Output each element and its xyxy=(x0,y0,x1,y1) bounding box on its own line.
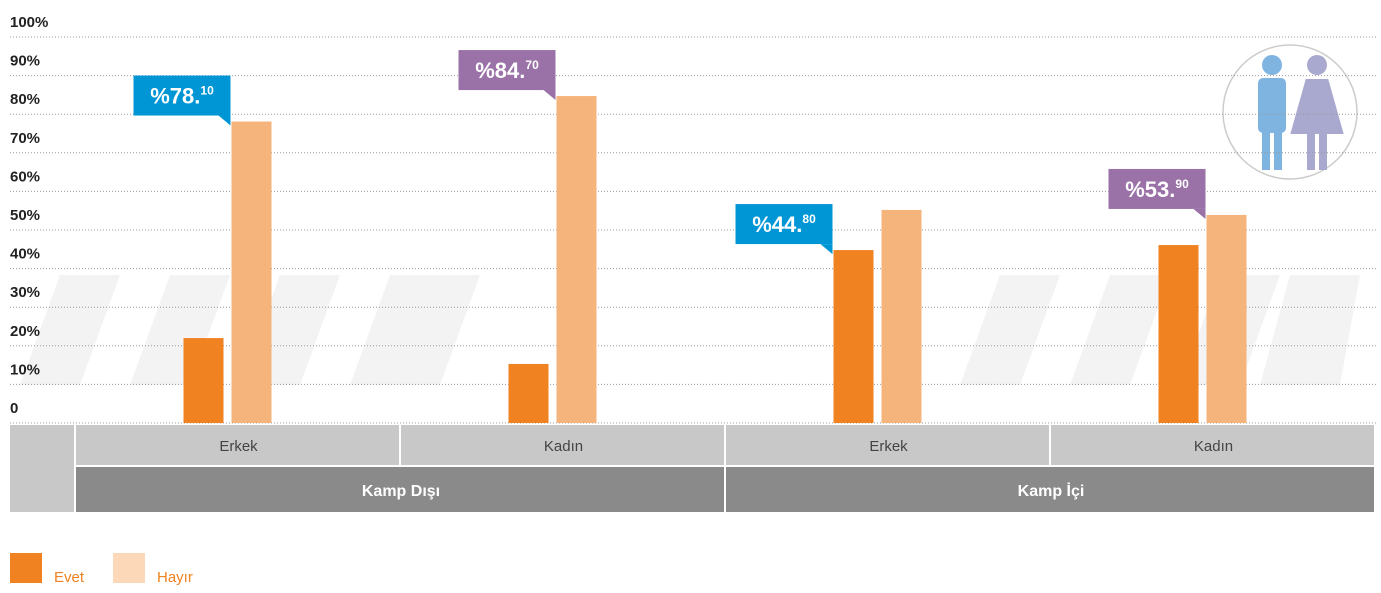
group-label: Kamp İçi xyxy=(1018,482,1085,500)
group-label: Kamp Dışı xyxy=(362,483,440,500)
value-label-sup: 10 xyxy=(200,84,214,98)
category-cell xyxy=(76,425,399,465)
y-tick-label: 20% xyxy=(10,323,40,340)
y-tick-label: 100% xyxy=(10,14,48,31)
value-label-sup: 70 xyxy=(525,58,539,72)
x-tick-label: Kadın xyxy=(544,438,583,455)
group-cell xyxy=(726,467,1374,512)
value-label-box xyxy=(458,50,556,91)
bar xyxy=(556,96,597,424)
axis-corner xyxy=(10,425,74,512)
value-label-sup: 90 xyxy=(1175,177,1189,191)
watermark xyxy=(20,275,1360,385)
value-label-pointer xyxy=(218,115,231,126)
group-cell xyxy=(76,467,724,512)
value-label-pointer xyxy=(543,90,556,101)
legend-swatch xyxy=(113,553,145,583)
x-tick-label: Erkek xyxy=(869,438,908,455)
y-tick-label: 60% xyxy=(10,168,40,185)
x-tick-label: Erkek xyxy=(219,438,258,455)
value-label-pointer xyxy=(1193,208,1206,219)
bar xyxy=(508,363,549,423)
value-label-main: %44. xyxy=(752,212,802,237)
value-label: %53.90 xyxy=(1125,177,1189,202)
y-tick-label: 30% xyxy=(10,284,40,301)
y-tick-label: 10% xyxy=(10,361,40,378)
value-label-main: %84. xyxy=(475,58,525,83)
value-label-box xyxy=(1108,168,1206,209)
y-tick-label: 90% xyxy=(10,53,40,70)
value-label-pointer xyxy=(820,244,833,255)
legend-label: Hayır xyxy=(157,569,193,586)
x-tick-label: Kadın xyxy=(1194,438,1233,455)
category-cell xyxy=(726,425,1049,465)
category-cell xyxy=(401,425,724,465)
value-label-box xyxy=(735,204,833,245)
bar xyxy=(1206,214,1247,423)
bar xyxy=(1158,245,1199,423)
legend-swatch xyxy=(10,553,42,583)
value-label: %44.80 xyxy=(752,212,816,237)
value-label-sup: 80 xyxy=(802,212,816,226)
y-tick-label: 40% xyxy=(10,246,40,263)
value-label: %84.70 xyxy=(475,58,539,83)
bar xyxy=(231,121,272,423)
value-label: %78.10 xyxy=(150,84,214,109)
value-label-box xyxy=(133,75,231,116)
value-label-main: %78. xyxy=(150,84,200,109)
y-tick-label: 0 xyxy=(10,400,18,417)
bar xyxy=(183,338,224,423)
value-label-main: %53. xyxy=(1125,177,1175,202)
y-tick-label: 80% xyxy=(10,91,40,108)
y-tick-label: 50% xyxy=(10,207,40,224)
bar xyxy=(881,209,922,423)
legend-label: Evet xyxy=(54,569,85,586)
y-tick-label: 70% xyxy=(10,130,40,147)
bar xyxy=(833,250,874,423)
people-icon xyxy=(1222,44,1358,180)
category-cell xyxy=(1051,425,1374,465)
